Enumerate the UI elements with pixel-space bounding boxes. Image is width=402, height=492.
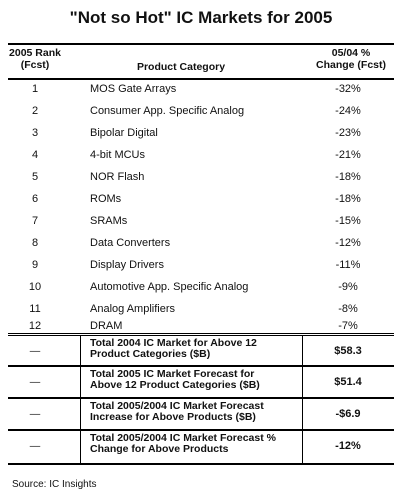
change-cell: -24% xyxy=(335,105,361,117)
table-row: 7 SRAMs -15% xyxy=(8,211,394,233)
table-row: 1 MOS Gate Arrays -32% xyxy=(8,79,394,101)
source-note: Source: IC Insights xyxy=(12,479,97,490)
table-row: 11 Analog Amplifiers -8% xyxy=(8,299,394,321)
category-header: Product Category xyxy=(136,61,226,73)
category-cell: MOS Gate Arrays xyxy=(90,83,177,95)
change-cell: -21% xyxy=(335,149,361,161)
summary-row: — Total 2004 IC Market for Above 12 Prod… xyxy=(8,333,394,366)
dash-cell: — xyxy=(29,408,41,420)
rank-cell: 10 xyxy=(28,281,42,293)
change-cell: -32% xyxy=(335,83,361,95)
rank-cell: 4 xyxy=(31,149,39,161)
category-cell: Data Converters xyxy=(90,237,171,249)
change-cell: -11% xyxy=(335,259,361,271)
rank-cell: 5 xyxy=(31,171,39,183)
rank-cell: 7 xyxy=(31,215,39,227)
summary-label: Total 2004 IC Market for Above 12 Produc… xyxy=(90,337,257,360)
summary-label: Total 2005 IC Market Forecast for Above … xyxy=(90,368,260,391)
category-cell: 4-bit MCUs xyxy=(90,149,146,161)
category-cell: DRAM xyxy=(90,320,123,332)
rank-cell: 9 xyxy=(31,259,39,271)
rank-cell: 11 xyxy=(29,303,41,315)
change-cell: -15% xyxy=(335,215,361,227)
table-title: "Not so Hot" IC Markets for 2005 xyxy=(69,8,333,27)
category-cell: Analog Amplifiers xyxy=(90,303,175,315)
table-row: 2 Consumer App. Specific Analog -24% xyxy=(8,101,394,123)
column-divider xyxy=(302,336,303,463)
rank-cell: 12 xyxy=(28,320,42,332)
change-cell: -23% xyxy=(335,127,361,139)
change-cell: -12% xyxy=(335,237,361,249)
change-cell: -7% xyxy=(338,320,358,332)
rank-cell: 8 xyxy=(31,237,39,249)
summary-row: — Total 2005 IC Market Forecast for Abov… xyxy=(8,365,394,397)
column-divider xyxy=(80,336,81,463)
category-cell: NOR Flash xyxy=(90,171,145,183)
change-cell: -9% xyxy=(338,281,358,293)
table-row: 12 DRAM -7% xyxy=(8,316,394,338)
summary-value: $58.3 xyxy=(334,345,362,357)
summary-value: -12% xyxy=(335,440,361,452)
change-header: 05/04 % Change (Fcst) xyxy=(315,47,386,71)
rank-header: 2005 Rank (Fcst) xyxy=(9,47,61,71)
dash-cell: — xyxy=(29,440,41,452)
rank-cell: 2 xyxy=(31,105,39,117)
table-header: 2005 Rank (Fcst) Product Category 05/04 … xyxy=(8,43,394,80)
summary-value: $51.4 xyxy=(334,376,362,388)
table-bottom-rule xyxy=(8,463,394,465)
rank-cell: 3 xyxy=(31,127,39,139)
category-cell: Bipolar Digital xyxy=(90,127,158,139)
table-row: 8 Data Converters -12% xyxy=(8,233,394,255)
table-row: 5 NOR Flash -18% xyxy=(8,167,394,189)
category-cell: Consumer App. Specific Analog xyxy=(90,105,245,117)
summary-label: Total 2005/2004 IC Market Forecast % Cha… xyxy=(90,432,276,455)
table-row: 10 Automotive App. Specific Analog -9% xyxy=(8,277,394,299)
category-cell: Automotive App. Specific Analog xyxy=(90,281,249,293)
summary-row: — Total 2005/2004 IC Market Forecast % C… xyxy=(8,429,394,461)
summary-row: — Total 2005/2004 IC Market Forecast Inc… xyxy=(8,397,394,429)
category-cell: ROMs xyxy=(90,193,122,205)
change-cell: -8% xyxy=(338,303,358,315)
summary-label: Total 2005/2004 IC Market Forecast Incre… xyxy=(90,400,264,423)
change-cell: -18% xyxy=(335,171,361,183)
rank-cell: 6 xyxy=(31,193,39,205)
dash-cell: — xyxy=(29,376,41,388)
table-row: 4 4-bit MCUs -21% xyxy=(8,145,394,167)
change-cell: -18% xyxy=(335,193,361,205)
table-row: 3 Bipolar Digital -23% xyxy=(8,123,394,145)
category-cell: Display Drivers xyxy=(90,259,164,271)
table-row: 9 Display Drivers -11% xyxy=(8,255,394,277)
rank-cell: 1 xyxy=(31,83,39,95)
summary-value: -$6.9 xyxy=(335,408,361,420)
table-row: 6 ROMs -18% xyxy=(8,189,394,211)
category-cell: SRAMs xyxy=(90,215,128,227)
dash-cell: — xyxy=(29,345,41,357)
